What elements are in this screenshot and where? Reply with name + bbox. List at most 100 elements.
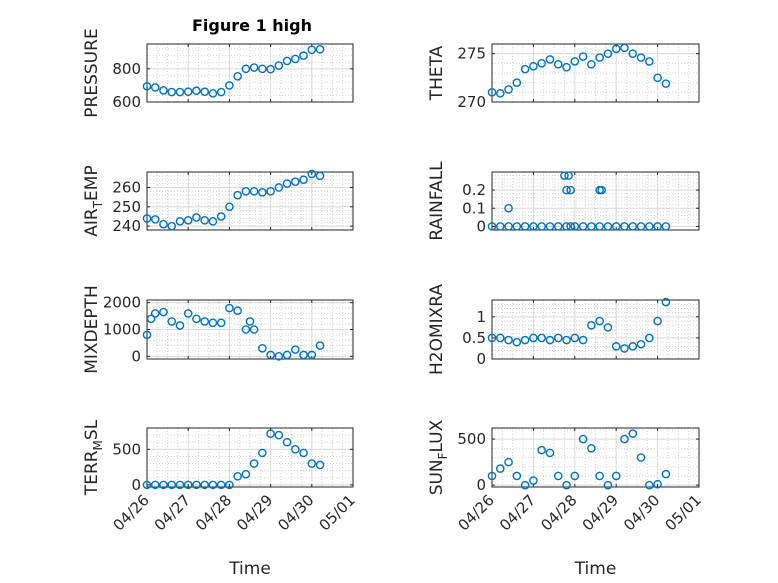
data-point [216,212,226,221]
data-point [553,60,563,69]
data-point [529,222,538,231]
data-point [142,330,152,340]
data-point [587,443,596,453]
data-point [183,216,193,225]
data-point [504,203,513,213]
data-point [545,448,555,458]
data-point [595,316,604,326]
data-point [661,469,671,479]
x-tick-label: 04/26 [455,491,498,534]
data-point [487,333,497,343]
x-tick-label: 04/29 [579,491,622,534]
data-point [216,318,226,328]
plot-area [491,43,700,103]
axes-box [146,427,354,488]
data-point [258,64,267,74]
ylabel-panel-6: H2OMIXRA [427,284,447,375]
data-point [249,459,259,468]
y-tick-label: 0 [476,350,486,368]
data-point [504,335,513,345]
data-point [562,335,571,345]
data-point [520,480,530,490]
panel-4: 00.10.2 RAINFALL [427,161,700,241]
data-point [487,88,497,97]
data-point [208,480,218,490]
data-point [545,335,555,345]
data-point [595,53,604,62]
y-tick-label: 0.2 [462,181,486,199]
data-point [595,222,604,231]
data-point [291,445,300,454]
data-point [611,44,621,54]
x-tick-label: 05/01 [662,491,705,534]
data-point [570,471,580,481]
data-point [183,480,193,490]
data-point [233,306,242,316]
plot-area [491,171,700,231]
data-point [159,480,168,490]
data-point [274,61,284,70]
x-tick-label: 04/30 [274,491,317,534]
data-point [553,471,563,481]
y-tick-label: 0 [131,347,141,365]
data-point [241,469,251,479]
data-point [159,86,168,95]
data-point [266,350,275,360]
data-point [225,202,234,212]
data-point [628,429,638,438]
data-point [529,333,538,343]
data-point [545,55,555,64]
figure-title: Figure 1 high [192,16,312,35]
data-point [142,81,152,91]
y-tick-label: 260 [112,178,141,196]
data-point [245,317,255,326]
y-tick-label: 270 [457,93,486,111]
data-point [175,321,185,330]
x-tick-label: 04/27 [496,491,539,534]
data-point [150,309,160,318]
data-point [249,63,259,72]
data-point [537,445,546,455]
axes-box [491,427,700,488]
data-point [578,335,588,345]
axes-box [491,299,700,360]
data-point [299,51,308,60]
data-point [183,309,193,318]
data-point [307,169,317,179]
data-point [200,317,209,326]
plot-area [491,427,700,488]
data-point [611,471,621,481]
data-point [192,213,201,222]
data-point [307,45,317,55]
data-point [566,222,575,231]
data-point [653,222,662,231]
data-point [562,62,571,72]
data-point [175,480,185,490]
data-point [504,85,513,94]
data-point [216,87,226,97]
data-point [504,457,513,467]
data-point [233,190,242,200]
data-point [603,222,613,231]
data-point [216,480,226,490]
data-point [636,53,646,62]
data-point [512,222,522,231]
y-tick-label: 1000 [103,321,141,339]
data-point [315,460,325,470]
data-point [274,352,284,361]
y-tick-label: 0 [476,217,486,235]
y-tick-label: 500 [457,430,486,448]
data-point [200,87,209,97]
data-point [537,222,546,231]
data-point [653,479,662,489]
x-axis-label: Time [574,559,617,579]
ylabel-panel-8: SUNFLUX [427,419,450,495]
data-point [150,480,160,490]
data-point [249,325,259,334]
y-tick-label: 275 [457,45,486,63]
data-point [570,333,580,343]
x-tick-label: 04/29 [233,491,276,534]
